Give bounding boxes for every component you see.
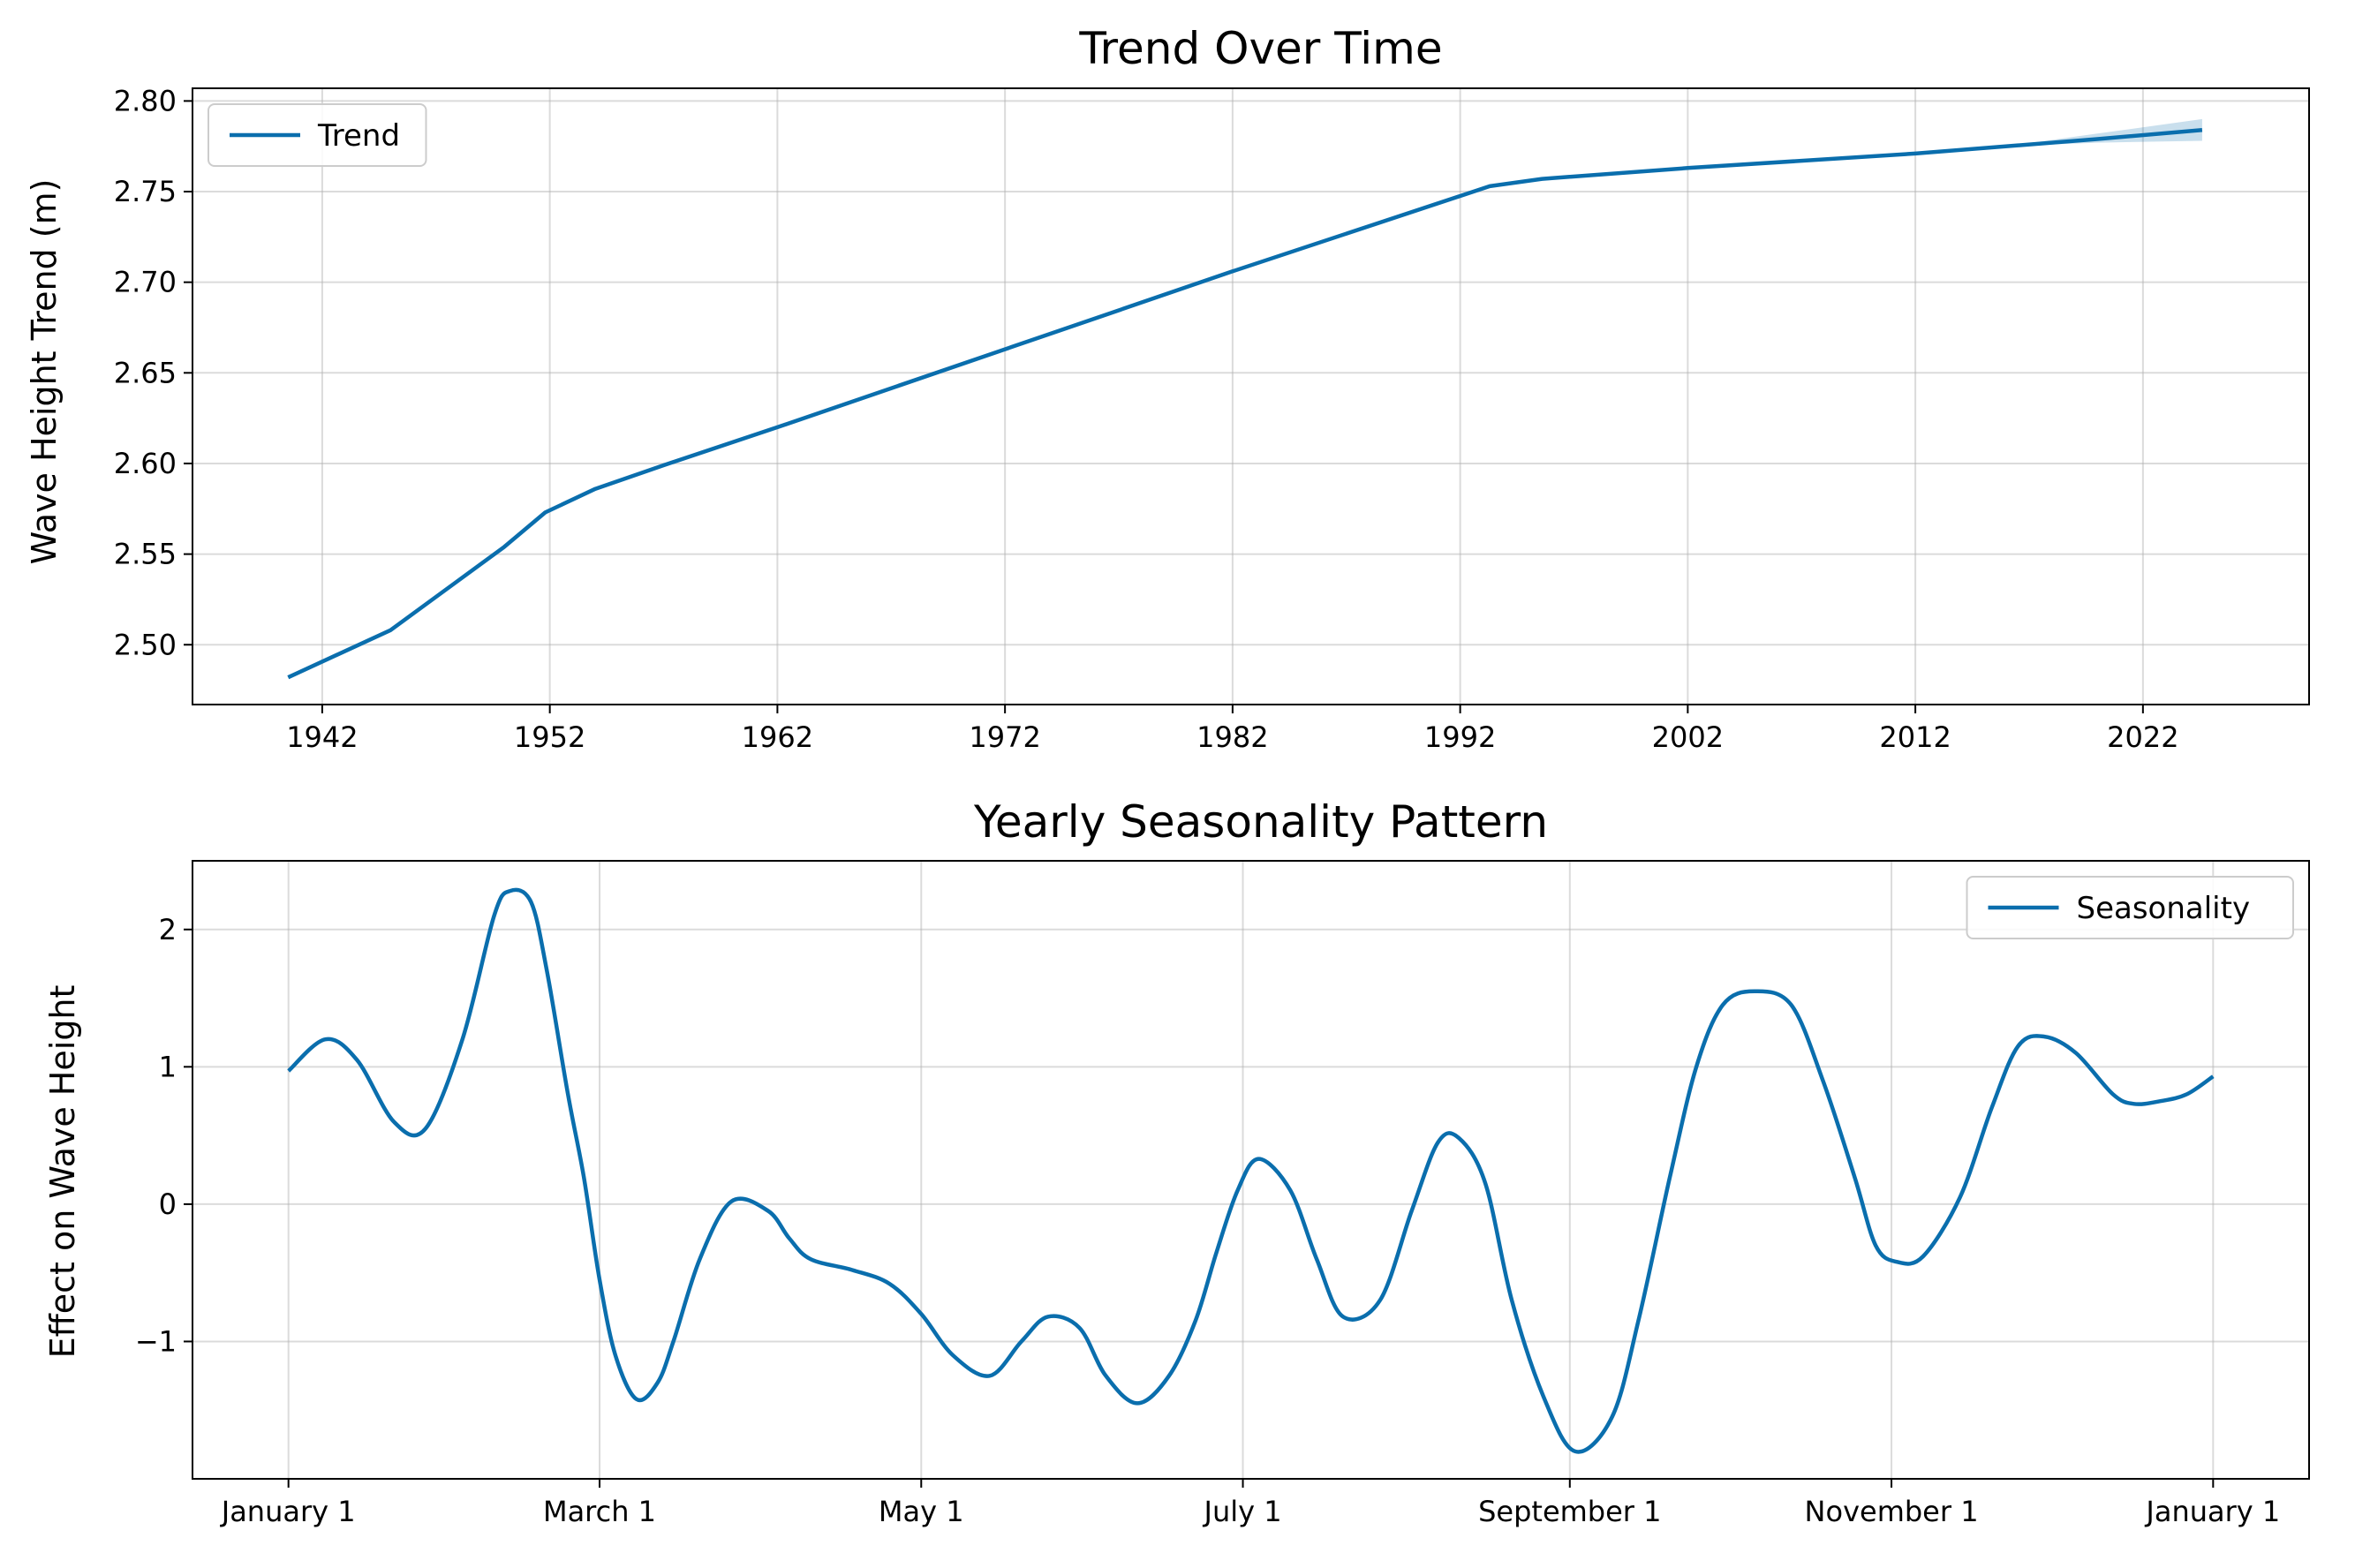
trend-legend-box <box>208 103 427 167</box>
seasonality-series-group <box>287 887 2215 1454</box>
trend-x-tick-label: 1952 <box>514 720 585 754</box>
seasonality-legend-box <box>1966 876 2294 939</box>
trend-y-tick-label: 2.55 <box>114 538 177 571</box>
seasonality-legend: Seasonality <box>1966 876 2294 939</box>
seasonality-x-tick-label: November 1 <box>1805 1495 1979 1528</box>
seasonality-x-tick-label: January 1 <box>220 1495 356 1528</box>
trend-y-tick-label: 2.70 <box>114 266 177 299</box>
seasonality-ticks: January 1 March 1 May 1 July 1 September 1 No… <box>135 913 2280 1528</box>
trend-y-tick-label: 2.75 <box>114 175 177 208</box>
seasonality-chart-title: Yearly Seasonality Pattern <box>973 796 1548 848</box>
trend-legend-label: Trend <box>317 118 400 154</box>
seasonality-y-tick-label: −1 <box>135 1324 177 1358</box>
trend-x-tick-label: 2022 <box>2107 720 2178 754</box>
seasonality-x-tick-label: March 1 <box>543 1495 656 1528</box>
trend-grid <box>192 88 2309 705</box>
trend-ticks: 1942 1952 1962 1972 1982 1992 2002 2012 2022 2.50… <box>114 84 2179 754</box>
seasonality-grid <box>192 861 2309 1479</box>
seasonality-plot-frame <box>192 860 2310 1480</box>
trend-series-line <box>287 127 2203 680</box>
trend-x-tick-label: 2002 <box>1652 720 1724 754</box>
seasonality-panel: Yearly Seasonality Pattern Effect on Wav… <box>43 796 2310 1528</box>
seasonality-y-tick-label: 1 <box>159 1050 177 1083</box>
seasonality-y-axis-label: Effect on Wave Height <box>43 985 82 1359</box>
trend-x-tick-label: 1992 <box>1424 720 1496 754</box>
trend-y-tick-label: 2.50 <box>114 628 177 661</box>
trend-y-axis-label: Wave Height Trend (m) <box>25 179 64 565</box>
trend-x-tick-label: 1942 <box>286 720 358 754</box>
trend-y-tick-label: 2.80 <box>114 84 177 117</box>
trend-uncertainty-band-group <box>2006 118 2202 147</box>
trend-x-tick-label: 1962 <box>742 720 813 754</box>
seasonality-x-tick-label: September 1 <box>1478 1495 1661 1528</box>
trend-series-group <box>287 127 2203 680</box>
trend-x-tick-label: 1972 <box>969 720 1040 754</box>
seasonality-legend-label: Seasonality <box>2077 891 2251 926</box>
trend-y-tick-label: 2.60 <box>114 447 177 480</box>
trend-uncertainty-band <box>2006 118 2202 147</box>
trend-plot-frame <box>192 87 2310 705</box>
trend-x-tick-label: 1982 <box>1196 720 1268 754</box>
seasonality-y-tick-label: 0 <box>159 1187 177 1221</box>
trend-chart-title: Trend Over Time <box>1078 23 1442 74</box>
trend-x-tick-label: 2012 <box>1879 720 1951 754</box>
trend-legend: Trend <box>208 103 427 167</box>
seasonality-x-tick-label: January 1 <box>2144 1495 2280 1528</box>
trend-panel: Trend Over Time Wave Height Trend (m) 19… <box>25 23 2310 754</box>
seasonality-x-tick-label: May 1 <box>879 1495 964 1528</box>
seasonality-series-line <box>287 887 2215 1454</box>
seasonality-x-tick-label: July 1 <box>1203 1495 1282 1528</box>
seasonality-y-tick-label: 2 <box>159 913 177 946</box>
trend-y-tick-label: 2.65 <box>114 356 177 389</box>
